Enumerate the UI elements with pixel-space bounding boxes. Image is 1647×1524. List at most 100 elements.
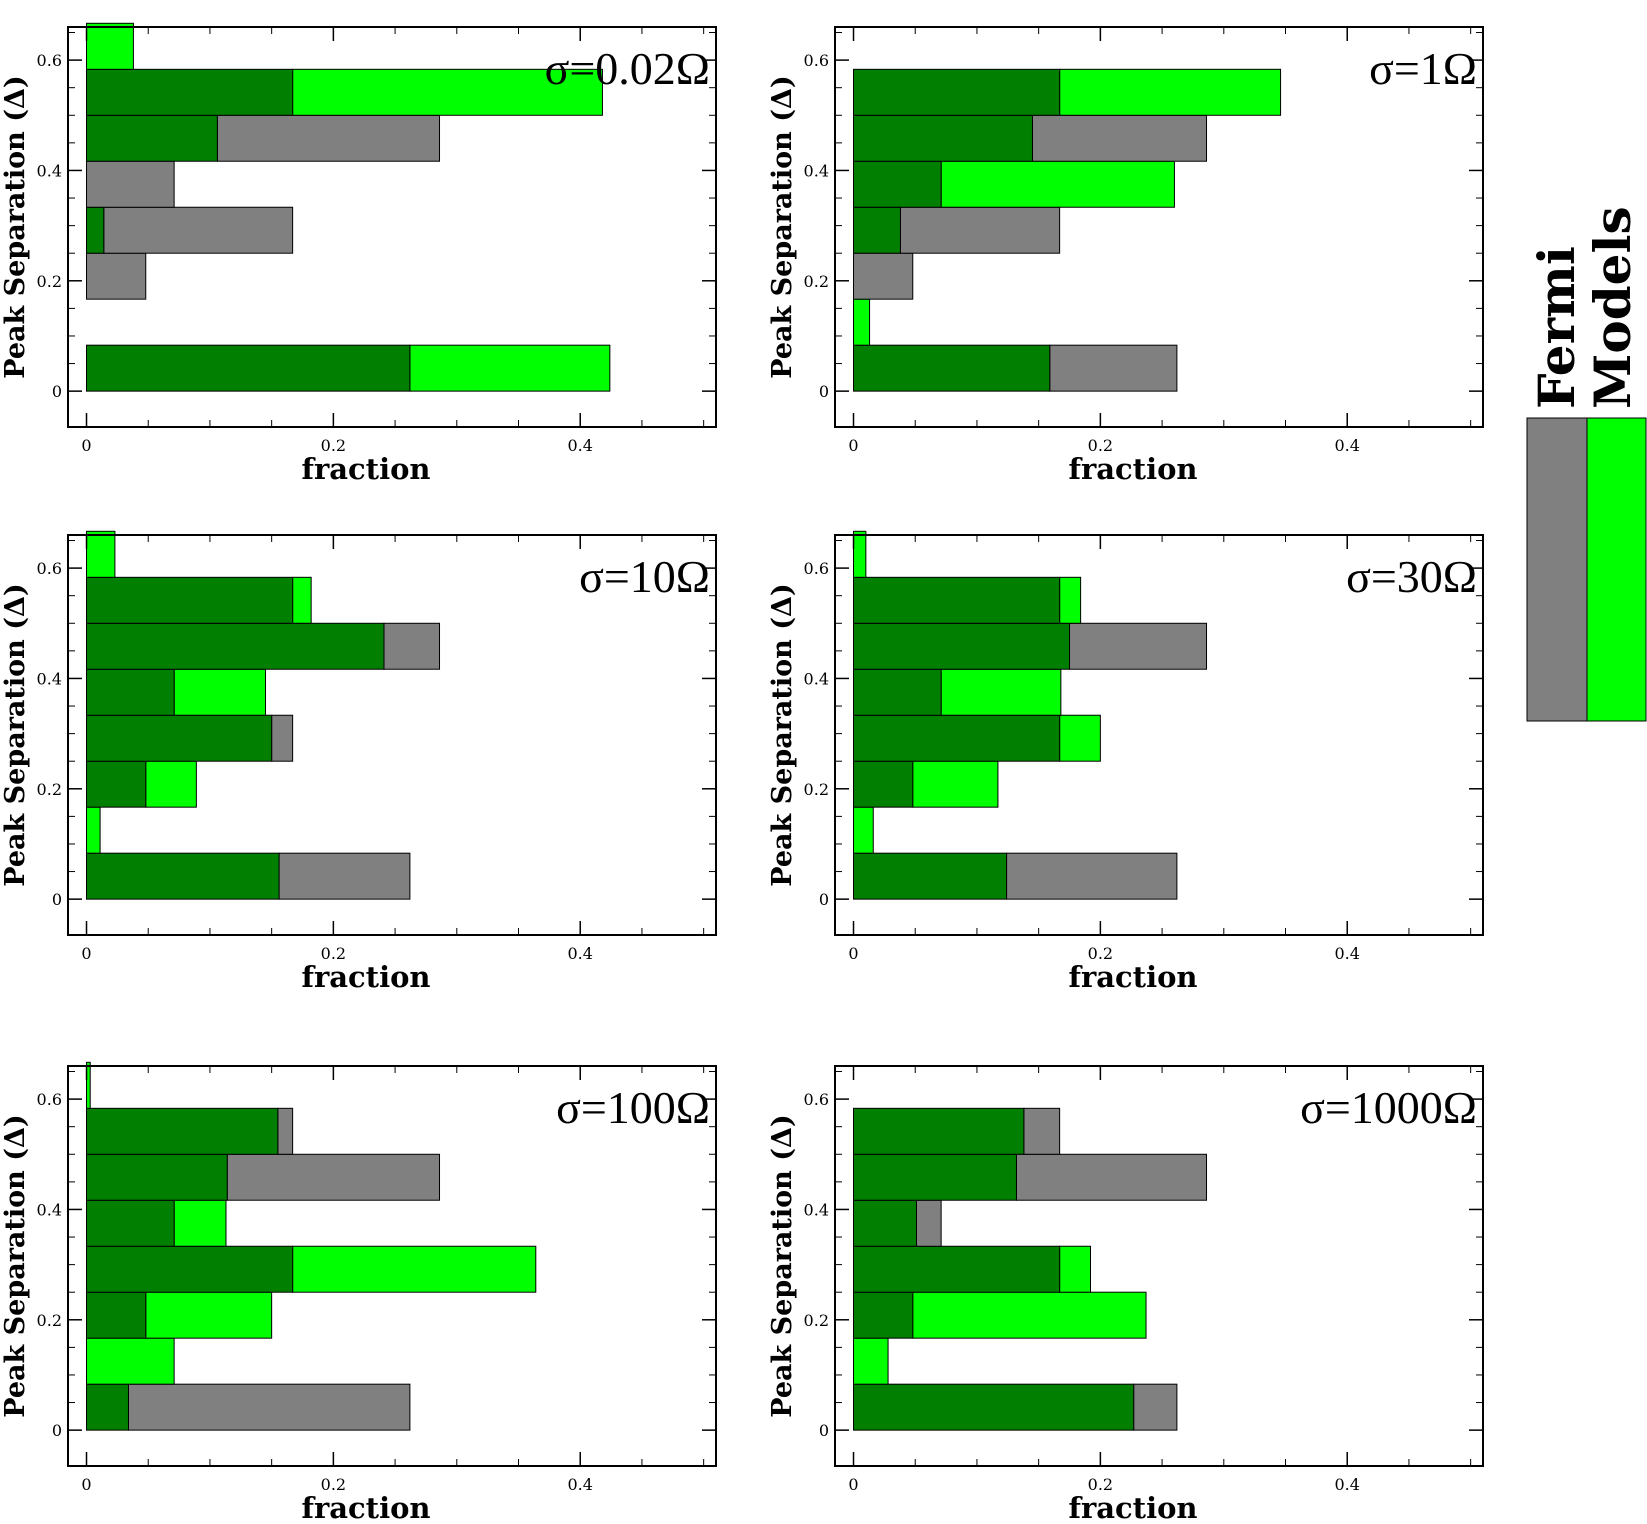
models-bar — [86, 1061, 91, 1109]
panel-sigma-label: σ=1Ω — [1369, 43, 1477, 94]
y-tick-label: 0.2 — [37, 272, 62, 291]
fermi-bar — [915, 1199, 942, 1247]
overlap-bar — [853, 714, 1061, 762]
models-bar — [1059, 576, 1082, 624]
x-tick-label: 0.4 — [1335, 1475, 1360, 1494]
models-bar — [409, 344, 611, 392]
x-tick-label: 0.4 — [568, 944, 593, 963]
overlap-bar — [86, 622, 385, 670]
panels: 0 0.2 0.4 0 0.2 0.4 0.6 fraction Peak Separation… — [0, 22, 1484, 1524]
x-tick-label: 0.2 — [1088, 1475, 1113, 1494]
x-tick-label: 0 — [81, 436, 91, 455]
x-axis-title: fraction — [1068, 1491, 1197, 1524]
x-tick-label: 0 — [848, 944, 858, 963]
y-tick-label: 0 — [52, 1421, 62, 1440]
overlap-bar — [853, 668, 942, 716]
y-tick-label: 0.2 — [37, 1311, 62, 1330]
models-bar — [940, 160, 1175, 208]
y-tick-label: 0.2 — [804, 272, 829, 291]
fermi-bar — [1049, 344, 1178, 392]
models-bar — [86, 22, 134, 70]
x-axis-title: fraction — [301, 452, 430, 486]
overlap-bar — [853, 206, 901, 254]
models-bar — [853, 806, 874, 854]
y-tick-label: 0.2 — [804, 780, 829, 799]
models-bar — [86, 1337, 175, 1385]
overlap-bar — [853, 160, 942, 208]
panel-4: 0 0.2 0.4 0 0.2 0.4 0.6 fraction Peak Separation… — [767, 530, 1484, 994]
y-axis-title: Peak Separation (Δ) — [0, 1114, 31, 1417]
overlap-bar — [86, 668, 175, 716]
overlap-bar — [853, 1245, 1061, 1293]
overlap-bar — [853, 68, 1061, 116]
models-bar — [1059, 714, 1101, 762]
y-tick-label: 0 — [819, 1421, 829, 1440]
overlap-bar — [86, 1199, 175, 1247]
overlap-bar — [86, 714, 273, 762]
fermi-bar — [1023, 1107, 1061, 1155]
fermi-bar — [383, 622, 441, 670]
legend-swatch-models — [1586, 417, 1647, 722]
plot-frame — [834, 1065, 1484, 1467]
models-bar — [86, 806, 101, 854]
models-bar — [292, 576, 312, 624]
y-axis-title: Peak Separation (Δ) — [767, 583, 798, 886]
models-bar — [292, 68, 603, 116]
models-bar — [292, 1245, 537, 1293]
models-bar — [145, 1291, 273, 1339]
overlap-bar — [86, 760, 147, 808]
fermi-bar — [271, 714, 294, 762]
x-tick-label: 0.4 — [568, 1475, 593, 1494]
fermi-bar — [1133, 1383, 1178, 1431]
panel-2: 0 0.2 0.4 0 0.2 0.4 0.6 fraction Peak Separation… — [767, 26, 1484, 486]
y-tick-label: 0.6 — [804, 559, 829, 578]
fermi-bar — [86, 160, 175, 208]
x-axis-title: fraction — [1068, 960, 1197, 994]
panel-5: 0 0.2 0.4 0 0.2 0.4 0.6 fraction Peak Separation… — [0, 1061, 717, 1524]
x-tick-label: 0 — [848, 1475, 858, 1494]
y-axis-title: Peak Separation (Δ) — [0, 583, 31, 886]
fermi-bar — [127, 1383, 411, 1431]
y-axis-title: Peak Separation (Δ) — [767, 1114, 798, 1417]
panel-1: 0 0.2 0.4 0 0.2 0.4 0.6 fraction Peak Separation… — [0, 22, 717, 486]
models-bar — [853, 298, 871, 346]
x-tick-label: 0.2 — [1088, 436, 1113, 455]
fermi-bar — [1015, 1153, 1208, 1201]
y-tick-label: 0 — [52, 382, 62, 401]
panel-sigma-label: σ=30Ω — [1346, 551, 1477, 602]
y-tick-label: 0.6 — [37, 51, 62, 70]
overlap-bar — [853, 1291, 914, 1339]
plot-frame — [67, 26, 717, 428]
panel-sigma-label: σ=0.02Ω — [545, 43, 710, 94]
legend: Fermi Models — [1526, 206, 1647, 722]
x-tick-label: 0.2 — [321, 1475, 346, 1494]
fermi-bar — [226, 1153, 441, 1201]
models-bar — [86, 530, 116, 578]
overlap-bar — [853, 1199, 917, 1247]
plot-frame — [67, 1065, 717, 1467]
fermi-bar — [853, 252, 914, 300]
overlap-bar — [853, 622, 1071, 670]
y-tick-label: 0.6 — [804, 1090, 829, 1109]
overlap-bar — [86, 1383, 129, 1431]
overlap-bar — [86, 1291, 147, 1339]
overlap-bar — [853, 852, 1008, 900]
overlap-bar — [86, 1245, 294, 1293]
plot-frame — [67, 534, 717, 936]
y-tick-label: 0.4 — [804, 1200, 829, 1219]
overlap-bar — [86, 1153, 228, 1201]
fermi-bar — [103, 206, 294, 254]
fermi-bar — [1006, 852, 1178, 900]
models-bar — [1059, 1245, 1091, 1293]
overlap-bar — [86, 344, 411, 392]
fermi-bar — [1069, 622, 1208, 670]
models-bar — [912, 1291, 1147, 1339]
overlap-bar — [86, 1107, 279, 1155]
y-tick-label: 0.6 — [37, 1090, 62, 1109]
fermi-bar — [86, 252, 147, 300]
panel-3: 0 0.2 0.4 0 0.2 0.4 0.6 fraction Peak Separation… — [0, 530, 717, 994]
overlap-bar — [853, 114, 1033, 162]
x-tick-label: 0.4 — [1335, 944, 1360, 963]
models-bar — [173, 1199, 227, 1247]
